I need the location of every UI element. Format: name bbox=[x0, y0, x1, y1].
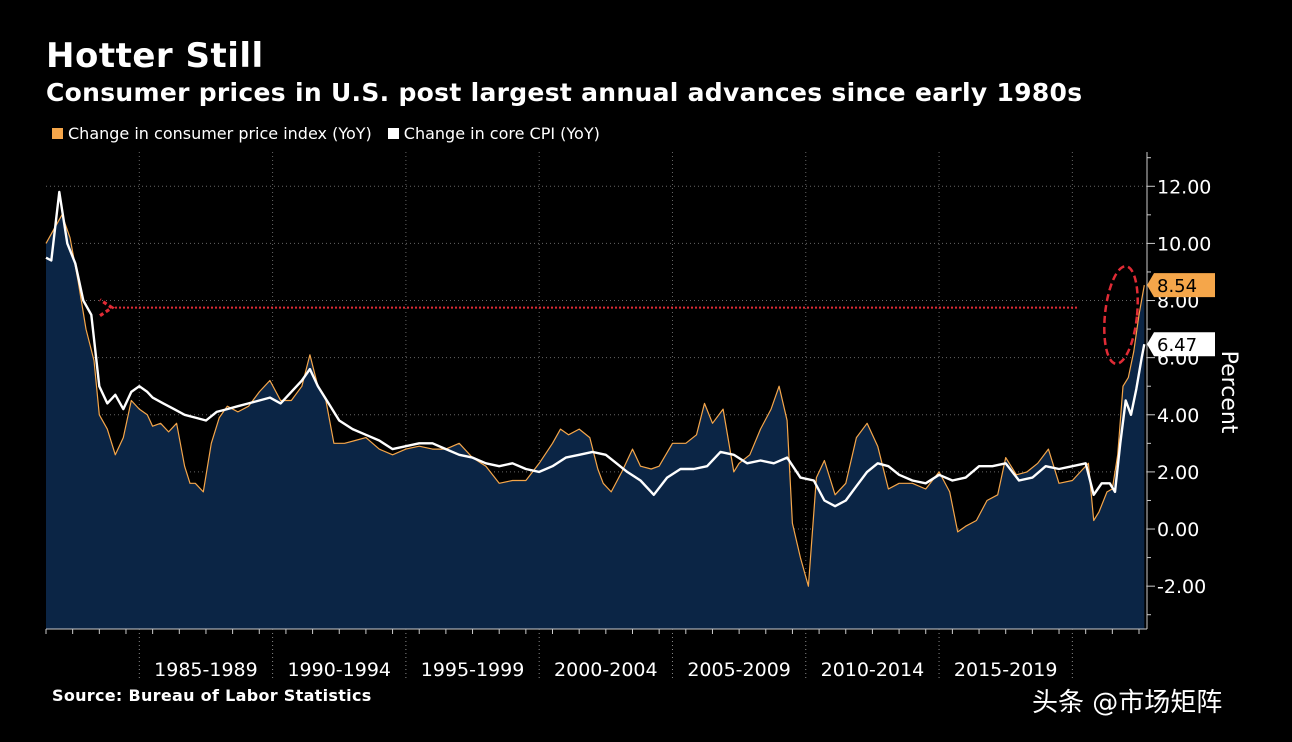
watermark: 头条 @市场矩阵 bbox=[1032, 688, 1223, 718]
y-tick-label: 2.00 bbox=[1157, 462, 1199, 484]
chart-subtitle: Consumer prices in U.S. post largest ann… bbox=[46, 78, 1083, 107]
axes bbox=[45, 152, 1155, 679]
cpi-series-line bbox=[45, 214, 1145, 587]
y-tick-label: 4.00 bbox=[1157, 405, 1199, 427]
cpi-area bbox=[46, 214, 1145, 630]
highlight-ellipse bbox=[1103, 264, 1139, 366]
cpi-last-value-badge: 8.54 bbox=[1147, 273, 1215, 298]
x-tick-label: 1995-1999 bbox=[421, 659, 525, 681]
annotations bbox=[112, 264, 1139, 366]
y-tick-label: 0.00 bbox=[1157, 519, 1199, 541]
y-tick-label: 12.00 bbox=[1157, 176, 1211, 198]
x-axis-ticks: 1985-1989 1990-1994 1995-1999 2000-2004 2005… bbox=[154, 659, 1057, 681]
cpi-last-value-badge-box bbox=[1147, 273, 1215, 298]
source-note: Source: Bureau of Labor Statistics bbox=[52, 686, 372, 705]
legend-label-cpi: Change in consumer price index (YoY) bbox=[68, 124, 372, 143]
y-tick-label: 10.00 bbox=[1157, 233, 1211, 255]
legend-label-core: Change in core CPI (YoY) bbox=[403, 124, 600, 143]
y-tick-label: -2.00 bbox=[1157, 576, 1206, 598]
x-tick-label: 2015-2019 bbox=[954, 659, 1058, 681]
core-cpi-series-line bbox=[45, 190, 1146, 508]
value-badges: 8.54 6.47 bbox=[1147, 273, 1215, 357]
x-tick-label: 2005-2009 bbox=[687, 659, 791, 681]
cpi-area-fill bbox=[46, 214, 1145, 630]
x-tick-label: 1985-1989 bbox=[154, 659, 258, 681]
legend: Change in consumer price index (YoY) Cha… bbox=[52, 124, 616, 143]
legend-item-core: Change in core CPI (YoY) bbox=[387, 124, 600, 143]
legend-swatch-core bbox=[387, 128, 399, 139]
chart-title: Hotter Still bbox=[46, 36, 264, 76]
y-axis-label: Percent bbox=[1216, 351, 1241, 434]
core-last-value-badge-box bbox=[1147, 332, 1215, 357]
x-tick-label: 2010-2014 bbox=[821, 659, 925, 681]
core-last-value-badge-text: 6.47 bbox=[1157, 335, 1197, 356]
x-tick-label: 1990-1994 bbox=[287, 659, 391, 681]
x-tick-label: 2000-2004 bbox=[554, 659, 658, 681]
legend-swatch-cpi bbox=[52, 128, 63, 139]
legend-item-cpi: Change in consumer price index (YoY) bbox=[52, 124, 372, 143]
core-last-value-badge: 6.47 bbox=[1147, 332, 1215, 357]
cpi-last-value-badge-text: 8.54 bbox=[1157, 276, 1197, 297]
